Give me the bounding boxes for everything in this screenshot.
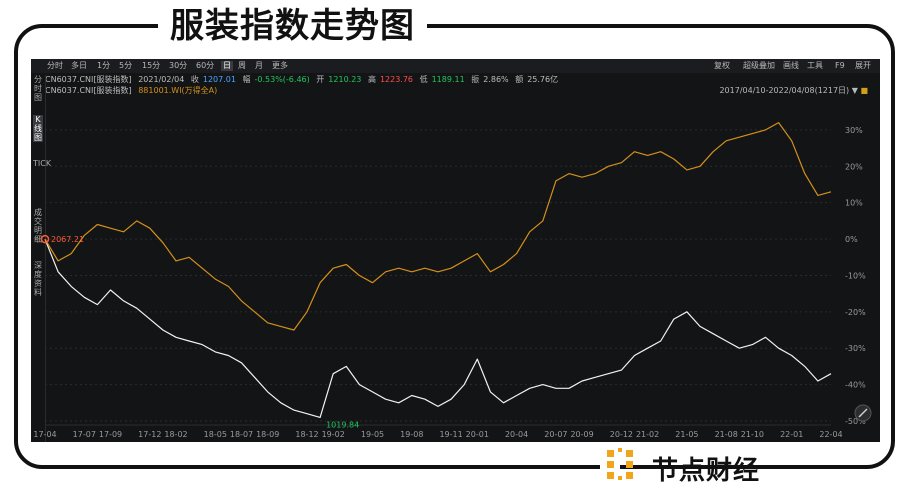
amount-label: 额 bbox=[515, 75, 524, 84]
series-compare-line bbox=[44, 121, 832, 331]
watermark: 节点财经 bbox=[600, 446, 759, 486]
amp-label: 振 bbox=[471, 75, 480, 84]
period-intraday[interactable]: 分时 bbox=[47, 61, 63, 70]
y-tick-label: 20% bbox=[845, 162, 863, 171]
close-label: 收 bbox=[190, 75, 199, 84]
lock-icon[interactable]: ■ bbox=[860, 86, 868, 95]
change-label: 幅 bbox=[242, 75, 251, 84]
start-marker bbox=[40, 234, 50, 244]
x-tick-label: 17-04 bbox=[33, 430, 56, 439]
x-tick-label: 17-09 bbox=[99, 430, 122, 439]
period-60min[interactable]: 60分 bbox=[196, 61, 215, 70]
x-tick-label: 17-07 bbox=[73, 430, 96, 439]
x-tick-label: 20-04 bbox=[505, 430, 528, 439]
watermark-text: 节点财经 bbox=[652, 456, 761, 486]
overlay-legend: CN6037.CNI[服装指数] 881001.WI(万得全A) bbox=[45, 86, 221, 96]
draw-line-button[interactable]: 画线 bbox=[783, 61, 799, 70]
x-tick-label: 21-10 bbox=[741, 430, 764, 439]
brand-logo bbox=[607, 448, 633, 480]
high-label: 高 bbox=[367, 75, 376, 84]
expand-button[interactable]: 展开 bbox=[855, 61, 871, 70]
quote-line: CN6037.CNI[服装指数] 2021/02/04 收 1207.01 幅 -0… bbox=[45, 75, 562, 85]
close-value: 1207.01 bbox=[202, 75, 236, 84]
left-rail: 分时图 K线图 TICK 成交明细 深度资料 bbox=[31, 75, 52, 442]
quote-code: CN6037.CNI[服装指数] bbox=[45, 75, 132, 84]
y-tick-label: 0% bbox=[845, 235, 858, 244]
tools-button[interactable]: 工具 bbox=[807, 61, 823, 70]
date-range: 2017/04/10-2022/04/08(1217日) ▼ ■ bbox=[719, 86, 868, 96]
y-tick-label: 30% bbox=[845, 126, 863, 135]
x-tick-label: 22-01 bbox=[780, 430, 803, 439]
change-value: -0.53%(-6.46) bbox=[254, 75, 310, 84]
amp-value: 2.86% bbox=[483, 75, 509, 84]
x-tick-label: 17-12 bbox=[138, 430, 161, 439]
x-tick-label: 19-08 bbox=[400, 430, 423, 439]
period-1min[interactable]: 1分 bbox=[97, 61, 111, 70]
y-tick-label: 10% bbox=[845, 199, 863, 208]
x-tick-label: 19-02 bbox=[322, 430, 345, 439]
x-tick-label: 21-05 bbox=[675, 430, 698, 439]
legend-compare: 881001.WI(万得全A) bbox=[138, 86, 218, 95]
rail-trades[interactable]: 成交明细 bbox=[34, 208, 42, 244]
low-label: 低 bbox=[419, 75, 428, 84]
period-more[interactable]: 更多 bbox=[272, 61, 288, 70]
period-daily[interactable]: 日 bbox=[221, 61, 233, 71]
dropdown-icon[interactable]: ▼ bbox=[851, 86, 858, 95]
x-tick-label: 20-07 bbox=[544, 430, 567, 439]
low-value: 1189.11 bbox=[431, 75, 465, 84]
quote-date: 2021/02/04 bbox=[138, 75, 185, 84]
period-multiday[interactable]: 多日 bbox=[71, 61, 87, 70]
x-tick-label: 21-08 bbox=[715, 430, 738, 439]
y-tick-label: -20% bbox=[845, 308, 866, 317]
adjust-button[interactable]: 复权 bbox=[714, 61, 730, 70]
high-value: 1223.76 bbox=[379, 75, 414, 84]
x-tick-label: 19-05 bbox=[361, 430, 384, 439]
x-tick-label: 20-12 bbox=[610, 430, 633, 439]
y-tick-label: -40% bbox=[845, 381, 866, 390]
period-5min[interactable]: 5分 bbox=[119, 61, 133, 70]
period-30min[interactable]: 30分 bbox=[169, 61, 188, 70]
x-tick-label: 19-11 bbox=[439, 430, 462, 439]
chart-screen: 分时 多日 1分 5分 15分 30分 60分 日 周 月 更多 复权 超级叠加… bbox=[31, 59, 880, 442]
date-range-text: 2017/04/10-2022/04/08(1217日) bbox=[719, 86, 850, 95]
rail-tick[interactable]: TICK bbox=[33, 159, 52, 168]
x-tick-label: 20-01 bbox=[466, 430, 489, 439]
series-index-line bbox=[44, 238, 832, 418]
x-tick-label: 18-09 bbox=[256, 430, 279, 439]
x-tick-label: 20-09 bbox=[570, 430, 593, 439]
x-tick-label: 21-02 bbox=[636, 430, 659, 439]
rail-intraday[interactable]: 分时图 bbox=[34, 75, 42, 102]
y-tick-label: -10% bbox=[845, 271, 866, 280]
x-tick-label: 18-05 bbox=[204, 430, 227, 439]
open-label: 开 bbox=[316, 75, 325, 84]
y-tick-label: -30% bbox=[845, 344, 866, 353]
y-tick-label: -50% bbox=[845, 417, 866, 426]
zoom-icon[interactable] bbox=[854, 404, 872, 422]
amount-value: 25.76亿 bbox=[527, 75, 559, 84]
period-weekly[interactable]: 周 bbox=[238, 61, 246, 70]
x-tick-label: 18-12 bbox=[295, 430, 318, 439]
period-toolbar: 分时 多日 1分 5分 15分 30分 60分 日 周 月 更多 复权 超级叠加… bbox=[31, 59, 880, 73]
max-label: 2067.21 bbox=[51, 235, 84, 244]
x-tick-label: 22-04 bbox=[819, 430, 842, 439]
rail-profile[interactable]: 深度资料 bbox=[34, 261, 42, 297]
period-monthly[interactable]: 月 bbox=[255, 61, 263, 70]
overlay-button[interactable]: 超级叠加 bbox=[743, 61, 775, 70]
rail-kline[interactable]: K线图 bbox=[33, 115, 43, 142]
period-15min[interactable]: 15分 bbox=[142, 61, 161, 70]
f9-button[interactable]: F9 bbox=[835, 61, 845, 70]
legend-base: CN6037.CNI[服装指数] bbox=[45, 86, 132, 95]
open-value: 1210.23 bbox=[328, 75, 362, 84]
line-chart: 30% 20% 10% 0% -10% -20% -30% -40% -50% 17-04 17-… bbox=[33, 121, 872, 439]
min-label: 1019.84 bbox=[326, 420, 359, 429]
page-title: 服装指数走势图 bbox=[158, 4, 427, 48]
x-tick-label: 18-07 bbox=[230, 430, 253, 439]
x-tick-label: 18-02 bbox=[164, 430, 187, 439]
